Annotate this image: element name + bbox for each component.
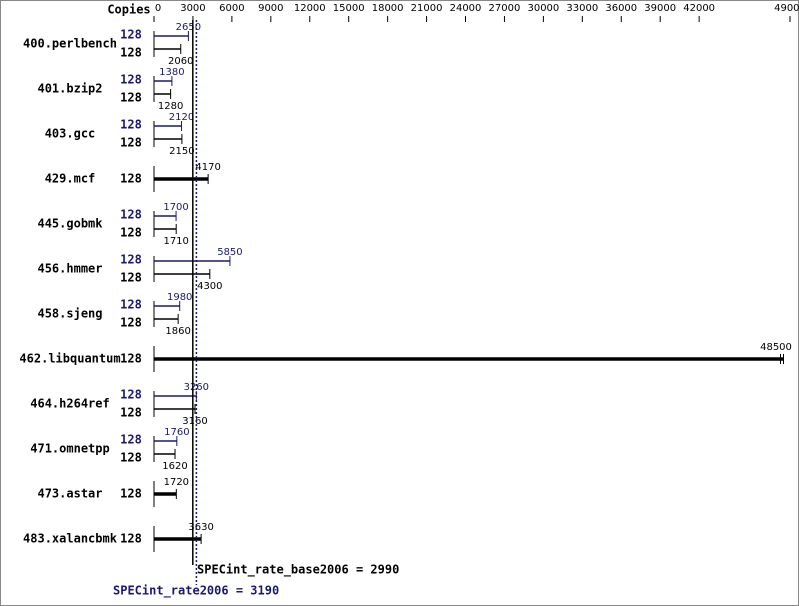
copies-label: 128 xyxy=(120,316,142,330)
copies-label: 128 xyxy=(120,46,142,60)
benchmark-label: 456.hmmer xyxy=(37,262,102,276)
reference-label: SPECint_rate_base2006 = 2990 xyxy=(197,563,399,578)
x-tick-label: 0 xyxy=(155,3,161,14)
value-label: 1980 xyxy=(167,292,192,303)
x-tick-label: 21000 xyxy=(411,3,443,14)
benchmark-label: 429.mcf xyxy=(45,172,96,186)
copies-label: 128 xyxy=(120,487,142,501)
x-tick-label: 39000 xyxy=(644,3,676,14)
copies-label: 128 xyxy=(120,172,142,186)
copies-label: 128 xyxy=(120,73,142,87)
value-label: 4300 xyxy=(197,281,222,292)
x-tick-label: 9000 xyxy=(258,3,283,14)
x-tick-label: 18000 xyxy=(372,3,404,14)
value-label: 1280 xyxy=(158,101,183,112)
copies-label: 128 xyxy=(120,208,142,222)
value-label: 2150 xyxy=(169,146,194,157)
value-label: 1720 xyxy=(164,477,189,488)
x-tick-label: 15000 xyxy=(333,3,365,14)
x-tick-label: 3000 xyxy=(180,3,205,14)
benchmark-label: 400.perlbench xyxy=(23,37,117,51)
copies-label: 128 xyxy=(120,28,142,42)
copies-header: Copies xyxy=(107,3,150,17)
copies-label: 128 xyxy=(120,118,142,132)
copies-label: 128 xyxy=(120,406,142,420)
benchmark-label: 401.bzip2 xyxy=(37,82,102,96)
value-label: 48500 xyxy=(760,342,792,353)
copies-label: 128 xyxy=(120,298,142,312)
x-tick-label: 24000 xyxy=(450,3,482,14)
copies-label: 128 xyxy=(120,253,142,267)
benchmark-label: 462.libquantum xyxy=(19,352,120,366)
value-label: 3160 xyxy=(182,416,207,427)
value-label: 1860 xyxy=(165,326,190,337)
x-tick-label: 49000 xyxy=(774,3,799,14)
value-label: 4170 xyxy=(195,162,220,173)
copies-label: 128 xyxy=(120,352,142,366)
copies-label: 128 xyxy=(120,532,142,546)
value-label: 1760 xyxy=(164,427,189,438)
value-label: 1620 xyxy=(162,461,187,472)
x-tick-label: 30000 xyxy=(527,3,559,14)
benchmark-label: 403.gcc xyxy=(45,127,96,141)
x-tick-label: 33000 xyxy=(566,3,598,14)
copies-label: 128 xyxy=(120,91,142,105)
value-label: 1710 xyxy=(163,236,188,247)
reference-label: SPECint_rate2006 = 3190 xyxy=(113,584,279,599)
x-tick-label: 42000 xyxy=(683,3,715,14)
benchmark-label: 471.omnetpp xyxy=(30,442,109,456)
value-label: 3630 xyxy=(188,522,213,533)
value-label: 3260 xyxy=(184,382,209,393)
copies-label: 128 xyxy=(120,451,142,465)
value-label: 2650 xyxy=(176,22,201,33)
value-label: 1700 xyxy=(163,202,188,213)
x-tick-label: 12000 xyxy=(294,3,326,14)
value-label: 2060 xyxy=(168,56,193,67)
benchmark-label: 483.xalancbmk xyxy=(23,532,118,546)
benchmark-label: 464.h264ref xyxy=(30,397,109,411)
copies-label: 128 xyxy=(120,271,142,285)
copies-label: 128 xyxy=(120,388,142,402)
copies-label: 128 xyxy=(120,136,142,150)
benchmark-label: 445.gobmk xyxy=(37,217,103,231)
value-label: 5850 xyxy=(217,247,242,258)
copies-label: 128 xyxy=(120,226,142,240)
value-label: 1380 xyxy=(159,67,184,78)
x-tick-label: 27000 xyxy=(489,3,521,14)
value-label: 2120 xyxy=(169,112,194,123)
benchmark-label: 473.astar xyxy=(37,487,102,501)
benchmark-label: 458.sjeng xyxy=(37,307,102,321)
x-tick-label: 36000 xyxy=(605,3,637,14)
copies-label: 128 xyxy=(120,433,142,447)
x-tick-label: 6000 xyxy=(219,3,244,14)
